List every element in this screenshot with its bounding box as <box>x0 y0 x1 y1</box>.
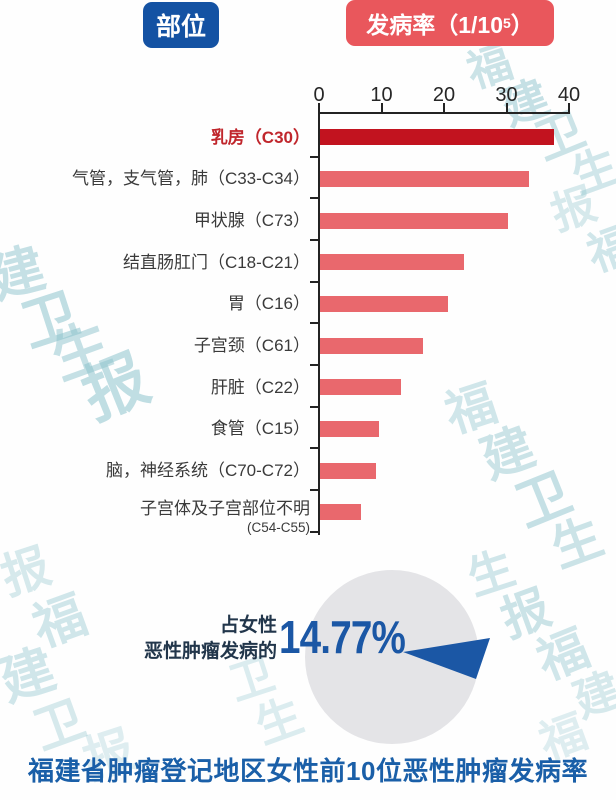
bar-category-label: 甲状腺（C73） <box>193 211 310 231</box>
bar <box>320 295 449 312</box>
y-axis-row-tick <box>310 447 319 450</box>
bar-row: 脑，神经系统（C70-C72） <box>0 455 616 488</box>
y-axis-row-tick <box>310 239 319 242</box>
y-axis-row-tick <box>310 488 319 491</box>
x-axis-tick <box>380 103 383 112</box>
rate-badge-text: 发病率（1/10 <box>366 12 503 38</box>
bar-category-label: 气管，支气管，肺（C33-C34） <box>71 169 310 189</box>
bar <box>320 462 377 479</box>
bar-category-label: 结直肠肛门（C18-C21） <box>122 252 310 272</box>
bar <box>320 504 361 521</box>
bar <box>320 337 424 354</box>
bar-category-label: 子宫体及子宫部位不明 (C54-C55) <box>140 499 310 536</box>
bar <box>320 254 464 271</box>
x-axis-tick <box>443 103 445 112</box>
x-axis-tick <box>568 103 570 112</box>
bar-row: 肝脏（C22） <box>0 371 616 404</box>
x-axis-tick <box>318 103 320 112</box>
x-axis-tick-label: 30 <box>495 84 518 106</box>
rate-badge-text-end: ） <box>510 12 534 38</box>
bar-row: 食管（C15） <box>0 413 616 446</box>
y-axis-row-tick <box>310 197 319 200</box>
y-axis-row-tick <box>310 405 319 408</box>
x-axis-line <box>318 112 570 114</box>
bar-row: 结直肠肛门（C18-C21） <box>0 246 616 279</box>
rate-badge-superscript: 5 <box>502 15 511 31</box>
y-axis-row-tick <box>310 530 319 533</box>
bar-category-label: 胃（C16） <box>227 294 310 314</box>
bar-row: 胃（C16） <box>0 288 616 321</box>
rate-badge: 发病率（1/10 5） <box>346 0 554 46</box>
y-axis-row-tick <box>310 155 319 158</box>
bar <box>320 379 402 396</box>
bar <box>320 420 380 437</box>
bar <box>320 129 555 146</box>
x-axis-tick <box>505 103 508 112</box>
bar-category-label: 肝脏（C22） <box>210 377 310 397</box>
bar-row: 子宫颈（C61） <box>0 330 616 363</box>
bar-row: 乳房（C30） <box>0 121 616 154</box>
bar-category-label: 乳房（C30） <box>210 127 310 147</box>
y-axis-row-tick <box>310 364 319 366</box>
x-axis-tick-label: 10 <box>370 84 393 106</box>
pie-highlight-wedge <box>403 638 490 679</box>
bar-row: 甲状腺（C73） <box>0 205 616 238</box>
site-badge: 部位 <box>143 2 219 48</box>
bar-category-label: 食管（C15） <box>210 419 310 439</box>
bar-category-label: 脑，神经系统（C70-C72） <box>105 461 310 481</box>
x-axis-tick-label: 0 <box>313 84 325 106</box>
bar <box>320 170 530 187</box>
x-axis-tick-label: 40 <box>557 84 581 106</box>
bar-row: 子宫体及子宫部位不明 (C54-C55) <box>0 496 616 535</box>
bar-row: 气管，支气管，肺（C33-C34） <box>0 163 616 196</box>
x-axis-tick-label: 20 <box>432 84 456 106</box>
pie-remainder-slice <box>305 570 479 744</box>
y-axis-line <box>318 112 320 535</box>
y-axis-row-tick <box>310 280 319 283</box>
bar-category-label: 子宫颈（C61） <box>193 336 310 356</box>
bar <box>320 212 508 229</box>
y-axis-row-tick <box>310 322 319 325</box>
